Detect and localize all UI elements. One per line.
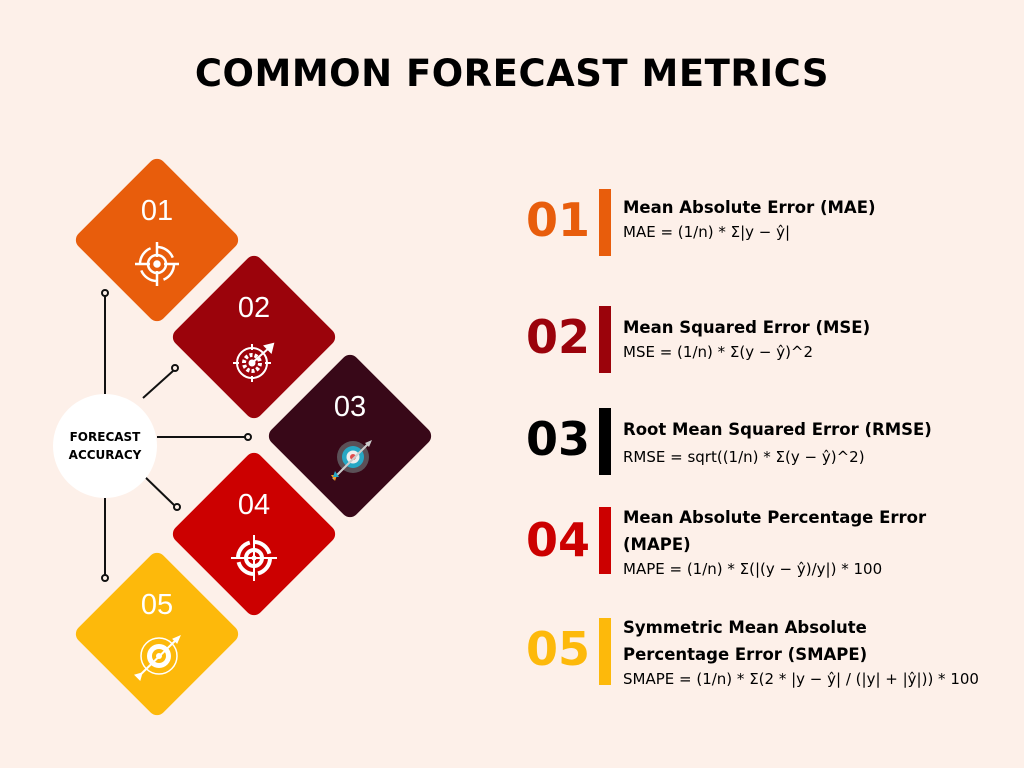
metric-number: 04 [525,513,590,567]
crosshair-target-icon [135,242,179,286]
metric-number: 01 [525,193,590,247]
diamond-number: 03 [333,391,367,423]
metric-bar [599,408,611,475]
metric-name: Root Mean Squared Error (RMSE) [623,420,932,439]
metric-formula: MSE = (1/n) * Σ(y − ŷ)^2 [623,343,814,361]
diamond-05: 05 [72,549,242,719]
target-arrow-gear-icon [233,342,275,382]
metric-formula: SMAPE = (1/n) * Σ(2 * |y − ŷ| / (|y| + |… [623,670,979,688]
metric-number: 03 [525,412,590,466]
diamond-01: 01 [72,155,242,325]
metric-bar [599,189,611,256]
page-title: COMMON FORECAST METRICS [194,52,830,95]
metric-number: 02 [525,310,590,364]
connector-dot [101,574,109,582]
forecast-accuracy-hub: FORECAST ACCURACY [53,394,157,498]
connector-line [142,474,175,506]
diamond-03: 03 [265,351,435,521]
metric-formula: MAE = (1/n) * Σ|y − ŷ| [623,223,791,241]
metric-formula: MAPE = (1/n) * Σ(|(y − ŷ)/y|) * 100 [623,560,883,578]
diamond-number: 05 [140,589,174,621]
diamond-number: 02 [237,292,271,324]
metric-bar [599,306,611,373]
metric-name: Mean Absolute Percentage Error (MAPE) [623,508,927,554]
connector-dot [244,433,252,441]
metric-name: Mean Absolute Error (MAE) [623,198,876,217]
connector-dot [173,503,181,511]
diamond-number: 04 [237,489,271,521]
connector-dot [101,289,109,297]
metric-number: 05 [525,622,590,676]
connector-line [142,370,174,399]
diamond-02: 02 [169,252,339,422]
metric-bar [599,507,611,574]
diamond-number: 01 [140,195,174,227]
metric-formula: RMSE = sqrt((1/n) * Σ(y − ŷ)^2) [623,448,865,466]
hub-label-line2: ACCURACY [68,448,142,462]
bullseye-arrow-icon [134,635,181,681]
metric-name: Symmetric Mean Absolute Percentage Error… [623,618,868,664]
connector-dot [171,364,179,372]
metric-name: Mean Squared Error (MSE) [623,318,871,337]
metric-bar [599,618,611,685]
bullseye-arrow-icon [331,440,372,481]
crosshair-target-icon [231,535,277,581]
hub-label-line1: FORECAST [69,430,141,444]
diamond-04: 04 [169,449,339,619]
